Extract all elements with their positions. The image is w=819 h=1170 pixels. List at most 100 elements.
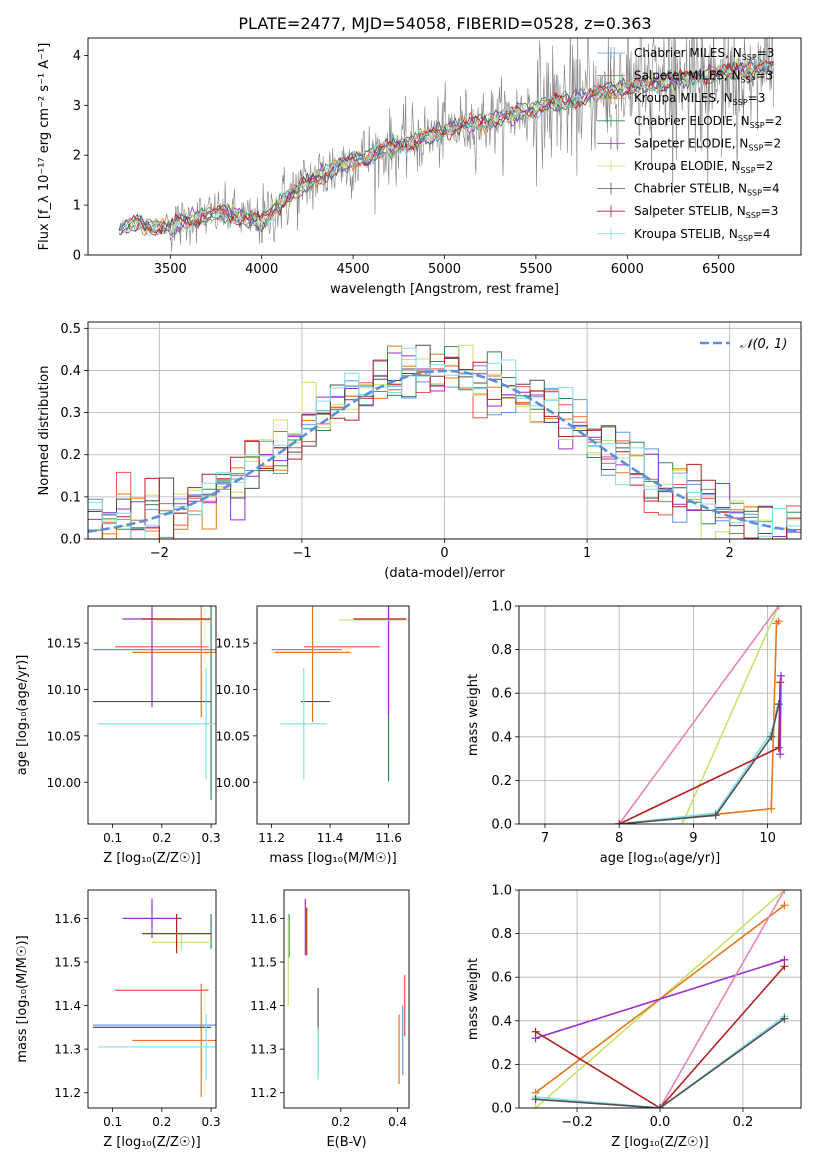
- y-tick-label: 0.6: [491, 971, 512, 986]
- panel-age_vs_Z: 0.1 0.2 0.3 10.00 10.05 10.10 10.15 Z [log₁₀(Z/…: [15, 605, 221, 866]
- plot-area: [88, 344, 801, 539]
- y-tick-label: 0.1: [60, 490, 81, 505]
- y-tick-label: 11.2: [250, 1086, 277, 1100]
- x-tick-label: 11.6: [375, 831, 402, 845]
- legend-entry: Chabrier MILES, NSSP=3: [634, 46, 774, 62]
- x-tick-label: 6500: [702, 262, 735, 277]
- panel-mass_weight_vs_age: 7 8 9 10 0.0 0.2 0.4 0.6 0.8 1.0 age [log₁₀(age/yr…: [466, 600, 802, 866]
- y-tick-label: 0.4: [491, 1014, 512, 1029]
- panel-age_vs_mass: 11.2 11.4 11.6 10.00 10.05 10.10 10.15 mass [lo…: [216, 605, 410, 866]
- panel-mass_vs_ebv: 0.2 0.4 11.2 11.3 11.4 11.5 11.6 E(B-V): [250, 889, 410, 1150]
- y-tick-label: 11.5: [250, 955, 277, 969]
- x-axis-label: (data-model)/error: [384, 566, 505, 581]
- x-tick-label: 0.4: [388, 1115, 407, 1129]
- plot-area: [615, 606, 785, 824]
- series-line-5: [535, 1015, 785, 1108]
- y-tick-label: 0.4: [60, 364, 81, 379]
- x-tick-label: −2: [150, 546, 169, 561]
- series-marker: [780, 962, 789, 971]
- x-tick-label: 7: [541, 831, 549, 846]
- plot-area: [271, 606, 409, 782]
- x-tick-label: 0.2: [733, 1115, 754, 1130]
- y-tick-label: 0.0: [60, 533, 81, 548]
- y-tick-label: 11.5: [54, 955, 81, 969]
- x-axis-label: E(B-V): [326, 1135, 366, 1150]
- legend-entry: Kroupa STELIB, NSSP=4: [634, 227, 771, 243]
- x-axis-label: Z [log₁₀(Z/Z☉)]: [103, 851, 200, 866]
- y-axis-label: Normed distribution: [37, 366, 52, 496]
- x-tick-label: 1: [583, 546, 591, 561]
- y-tick-label: 10.10: [216, 683, 250, 697]
- x-tick-label: 11.4: [317, 831, 344, 845]
- legend-entry: Salpeter STELIB, NSSP=3: [634, 204, 778, 220]
- axes-frame: [87, 321, 802, 540]
- legend-entry: Kroupa MILES, NSSP=3: [634, 91, 765, 107]
- x-tick-label: 0.2: [152, 1115, 171, 1129]
- x-tick-label: 4500: [337, 262, 370, 277]
- gaussian-curve: [88, 369, 801, 533]
- series-marker: [711, 811, 720, 820]
- series-marker: [531, 1095, 540, 1104]
- y-tick-label: 4: [73, 49, 81, 64]
- panel-residuals: −2 −1 0 1 2 0.0 0.1 0.2 0.3 0.4 0.5 (data-model)/er…: [37, 321, 802, 581]
- axes-frame: [87, 37, 802, 256]
- x-tick-label: −0.2: [561, 1115, 593, 1130]
- series-line-1: [681, 606, 780, 824]
- y-tick-label: 10.00: [47, 776, 81, 790]
- axes-frame: [518, 605, 802, 825]
- series-marker: [531, 1027, 540, 1036]
- axes-frame: [87, 605, 217, 825]
- series-line-6: [779, 675, 782, 755]
- x-tick-label: 2: [726, 546, 734, 561]
- model-line-8: [118, 58, 774, 238]
- plot-area: [118, 38, 774, 252]
- y-tick-label: 0.2: [491, 774, 512, 789]
- series-marker: [767, 732, 776, 741]
- y-axis-label: Flux [f_λ 10⁻¹⁷ erg cm⁻² s⁻¹ A⁻¹]: [37, 43, 52, 251]
- y-tick-label: 11.4: [54, 999, 81, 1013]
- x-tick-label: −1: [292, 546, 311, 561]
- x-tick-label: 0.3: [202, 1115, 221, 1129]
- y-tick-label: 1: [73, 199, 81, 214]
- x-tick-label: 0: [440, 546, 448, 561]
- panel-mass_weight_vs_Z: −0.2 0.0 0.2 0.0 0.2 0.4 0.6 0.8 1.0 Z [log₁₀(Z/Z…: [466, 884, 802, 1150]
- series-marker: [774, 743, 783, 752]
- series-line-3: [619, 710, 778, 824]
- y-tick-label: 10.15: [47, 637, 81, 651]
- y-tick-label: 11.2: [54, 1086, 81, 1100]
- model-line-6: [119, 61, 774, 235]
- legend-entry: Chabrier STELIB, NSSP=4: [634, 182, 780, 198]
- y-axis-label: mass weight: [466, 958, 481, 1040]
- panel-spectrum: 3500 4000 4500 5000 5500 6000 6500 0 1 2 3 4 wavelen…: [37, 37, 802, 297]
- y-tick-label: 0.8: [491, 643, 512, 658]
- y-tick-label: 0.8: [491, 927, 512, 942]
- x-axis-label: Z [log₁₀(Z/Z☉)]: [611, 1135, 708, 1150]
- series-line-0: [619, 620, 780, 824]
- series-line-6: [535, 1017, 785, 1108]
- legend-entry: Chabrier ELODIE, NSSP=2: [634, 114, 782, 130]
- x-tick-label: 6000: [611, 262, 644, 277]
- series-marker: [774, 606, 783, 610]
- series-line-2: [535, 959, 785, 1039]
- y-tick-label: 11.6: [250, 912, 277, 926]
- y-tick-label: 10.05: [47, 729, 81, 743]
- y-tick-label: 10.00: [216, 776, 250, 790]
- series-marker: [780, 890, 789, 894]
- x-tick-label: 11.2: [258, 831, 285, 845]
- residual-legend: 𝒩(0, 1): [700, 337, 787, 352]
- series-marker: [776, 750, 785, 759]
- y-tick-label: 0.6: [491, 687, 512, 702]
- y-tick-label: 3: [73, 99, 81, 114]
- y-tick-label: 0.3: [60, 406, 81, 421]
- histogram-2: [88, 345, 801, 539]
- x-tick-label: 0.1: [103, 1115, 122, 1129]
- series-marker: [780, 901, 789, 910]
- model-line-7: [119, 60, 774, 237]
- axes-frame: [256, 605, 410, 825]
- x-tick-label: 5500: [519, 262, 552, 277]
- series-line-2: [618, 606, 780, 824]
- series-marker: [678, 820, 687, 824]
- series-line-4: [535, 965, 786, 1108]
- series-line-3: [659, 890, 786, 1108]
